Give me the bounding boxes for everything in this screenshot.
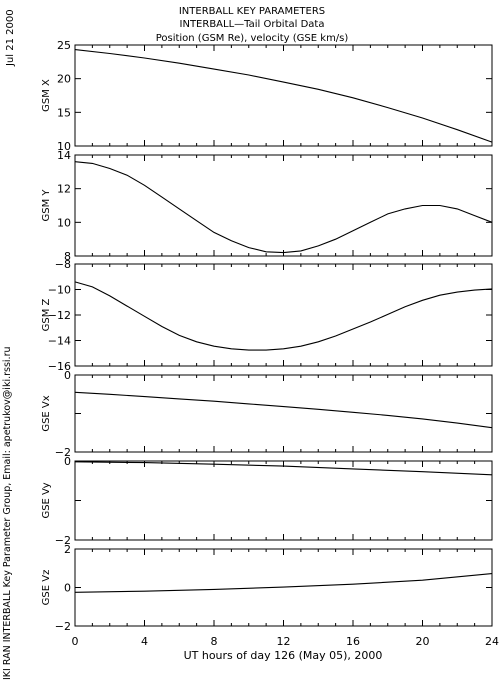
y-axis-label: GSM Z: [41, 298, 52, 331]
panel-frame: [74, 263, 493, 367]
y-tick-label: −10: [48, 284, 71, 297]
figure-title-line1: INTERBALL KEY PARAMETERS: [179, 6, 325, 17]
y-tick-label: −12: [48, 309, 71, 322]
series-line: [74, 49, 493, 143]
series-line: [74, 461, 493, 476]
y-tick-label: 10: [57, 140, 71, 153]
y-axis-label: GSM Y: [41, 189, 52, 222]
x-tick-label: 24: [485, 635, 499, 648]
series-line: [74, 281, 493, 351]
y-tick-label: 0: [64, 369, 71, 382]
x-axis-ticks: 0 4 8 12 16 20 24: [72, 635, 500, 648]
y-tick-label: 12: [57, 183, 71, 196]
y-tick-label: 14: [57, 149, 71, 162]
y-tick-label: −2: [55, 534, 71, 547]
panel-frame: [74, 374, 493, 453]
y-tick-label: 2: [64, 543, 71, 556]
panel-1: 25 20 15 10 GSM X: [41, 39, 493, 153]
y-axis-label: GSE Vz: [41, 570, 52, 606]
side-date-label: Jul 21 2000: [5, 9, 16, 67]
panel-6: 2 0 −2 GSE Vz: [41, 543, 493, 633]
side-credit-label: IKI RAN INTERBALL Key Parameter Group, E…: [2, 347, 13, 681]
y-tick-label: −14: [48, 335, 71, 348]
y-tick-label: 0: [64, 455, 71, 468]
y-tick-label: −8: [55, 258, 71, 271]
y-tick-label: 0: [64, 582, 71, 595]
x-tick-label: 12: [277, 635, 291, 648]
y-axis-label: GSE Vx: [41, 395, 52, 431]
series-line: [74, 573, 493, 593]
y-axis-label: GSM X: [41, 79, 52, 112]
x-tick-label: 20: [416, 635, 430, 648]
figure-title-line2: INTERBALL—Tail Orbital Data: [180, 19, 325, 30]
panel-3: −8 −10 −12 −14 −16 GSM Z: [41, 258, 493, 373]
y-tick-label: 20: [57, 73, 71, 86]
y-tick-label: 25: [57, 39, 71, 52]
series-line: [74, 161, 493, 254]
x-tick-label: 4: [141, 635, 148, 648]
y-tick-label: 10: [57, 216, 71, 229]
figure-title-line3: Position (GSM Re), velocity (GSE km/s): [156, 33, 349, 44]
panel-2: 14 12 10 8 GSM Y: [41, 149, 493, 263]
x-tick-label: 8: [211, 635, 218, 648]
panel-4: 0 −2 GSE Vx: [41, 369, 493, 459]
x-tick-label: 16: [346, 635, 360, 648]
series-line: [74, 391, 493, 429]
x-tick-label: 0: [72, 635, 79, 648]
y-tick-label: −2: [55, 620, 71, 633]
y-tick-label: 15: [57, 106, 71, 119]
panel-5: 0 −2 GSE Vy: [41, 455, 493, 547]
panel-frame: [74, 44, 493, 147]
y-tick-label: −2: [55, 446, 71, 459]
y-axis-label: GSE Vy: [41, 482, 52, 518]
panel-frame: [74, 460, 493, 541]
y-tick-label: −16: [48, 360, 71, 373]
x-axis-label: UT hours of day 126 (May 05), 2000: [184, 649, 383, 662]
y-tick-label: 8: [64, 250, 71, 263]
